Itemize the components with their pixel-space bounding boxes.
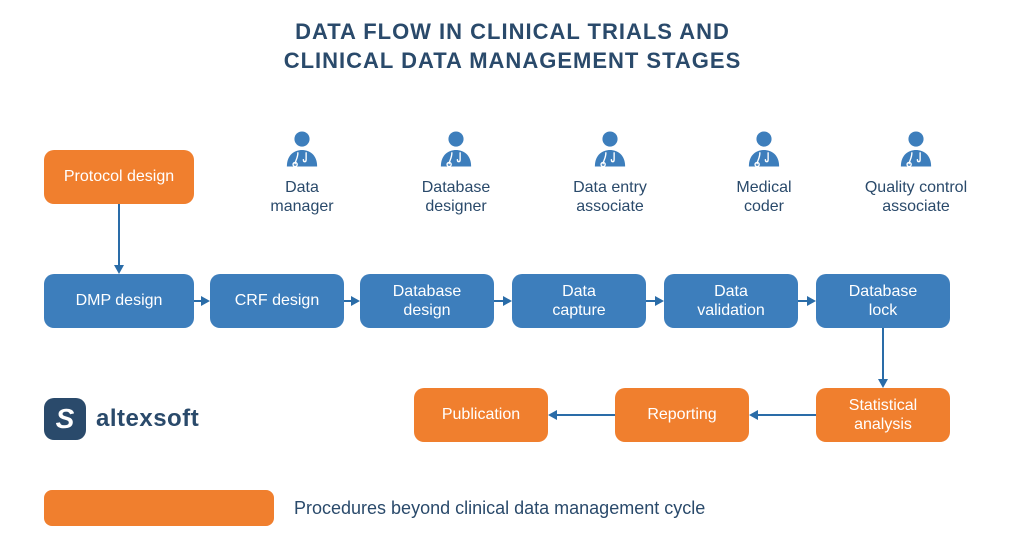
logo-text: altexsoft [96,405,199,433]
arrow [757,414,816,416]
arrow-head-icon [878,379,888,388]
arrow-head-icon [114,265,124,274]
role-0: Datamanager [232,128,372,216]
arrow-head-icon [749,410,758,420]
arrow [882,328,884,380]
legend-swatch [44,490,274,526]
arrow-head-icon [351,296,360,306]
diagram-title: DATA FLOW IN CLINICAL TRIALS AND CLINICA… [0,0,1025,75]
arrow-head-icon [503,296,512,306]
title-line-2: CLINICAL DATA MANAGEMENT STAGES [284,48,742,73]
person-icon [894,128,938,172]
node-dblock: Databaselock [816,274,950,328]
node-reporting: Reporting [615,388,749,442]
role-label: Data entryassociate [540,178,680,216]
role-label: Quality controlassociate [846,178,986,216]
node-publication: Publication [414,388,548,442]
title-line-1: DATA FLOW IN CLINICAL TRIALS AND [295,19,730,44]
person-icon [434,128,478,172]
role-label: Databasedesigner [386,178,526,216]
logo-mark-icon: S [44,398,86,440]
arrow-head-icon [548,410,557,420]
diagram-canvas: DATA FLOW IN CLINICAL TRIALS AND CLINICA… [0,0,1025,546]
arrow-head-icon [655,296,664,306]
role-1: Databasedesigner [386,128,526,216]
node-stat: Statisticalanalysis [816,388,950,442]
role-3: Medicalcoder [694,128,834,216]
role-label: Medicalcoder [694,178,834,216]
node-crf: CRF design [210,274,344,328]
legend: Procedures beyond clinical data manageme… [44,490,705,526]
arrow [556,414,615,416]
node-dmp: DMP design [44,274,194,328]
arrow [118,204,120,266]
brand-logo: S altexsoft [44,398,199,440]
role-2: Data entryassociate [540,128,680,216]
role-4: Quality controlassociate [846,128,986,216]
person-icon [742,128,786,172]
legend-label: Procedures beyond clinical data manageme… [294,498,705,519]
node-capture: Datacapture [512,274,646,328]
person-icon [280,128,324,172]
node-validation: Datavalidation [664,274,798,328]
arrow-head-icon [201,296,210,306]
node-dbdesign: Databasedesign [360,274,494,328]
role-label: Datamanager [232,178,372,216]
person-icon [588,128,632,172]
arrow-head-icon [807,296,816,306]
logo-mark-letter: S [56,403,75,435]
node-protocol: Protocol design [44,150,194,204]
